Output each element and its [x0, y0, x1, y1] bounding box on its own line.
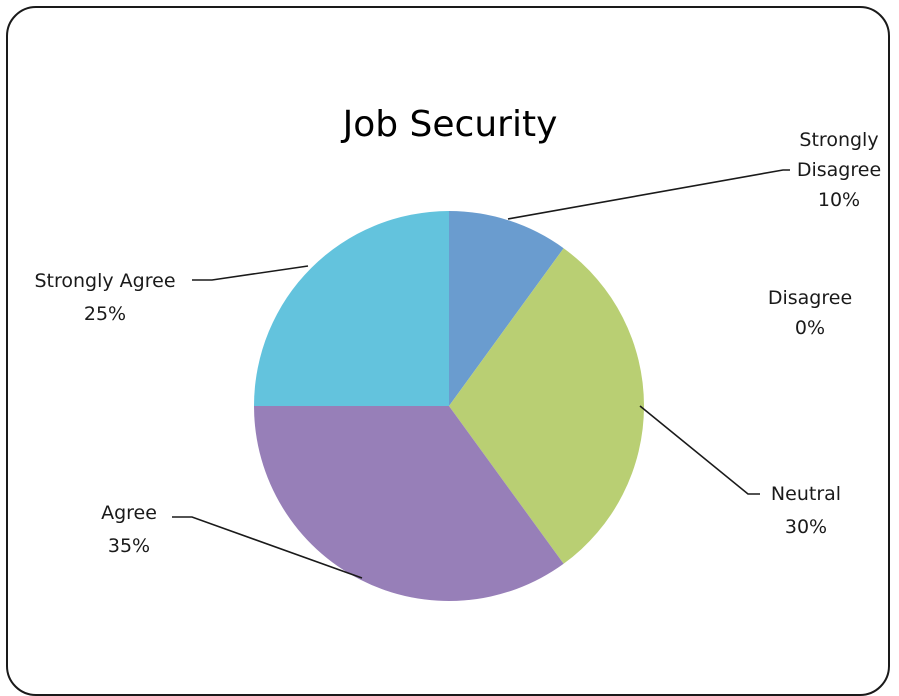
- pie-slices: [254, 211, 645, 602]
- slice-agree: [254, 406, 564, 602]
- leader-agree: [172, 516, 363, 579]
- leader-neutral: [639, 405, 760, 495]
- label-value: 10%: [818, 189, 860, 211]
- label-value: 25%: [84, 303, 126, 325]
- label-strongly-disagree: Strongly Disagree 10%: [797, 129, 881, 211]
- leader-lines: [172, 169, 790, 579]
- label-value: 30%: [785, 516, 827, 538]
- slice-strongly-agree: [254, 211, 449, 406]
- label-name: Neutral: [771, 483, 841, 505]
- label-agree: Agree 35%: [101, 502, 157, 557]
- label-name: Strongly Agree: [34, 270, 175, 292]
- label-name: Agree: [101, 502, 157, 524]
- label-name: Disagree: [768, 287, 852, 309]
- slice-labels: Strongly Disagree 10% Disagree 0% Neutral 30% A…: [34, 129, 881, 557]
- leader-strongly-disagree: [507, 169, 790, 220]
- slice-strongly-disagree: [449, 211, 564, 406]
- label-name: Disagree: [797, 159, 881, 181]
- label-neutral: Neutral 30%: [771, 483, 841, 538]
- label-value: 0%: [795, 317, 825, 339]
- chart-title: Job Security: [341, 104, 558, 145]
- slice-neutral: [449, 248, 645, 564]
- label-name: Strongly: [799, 129, 878, 151]
- label-strongly-agree: Strongly Agree 25%: [34, 270, 175, 325]
- label-disagree: Disagree 0%: [768, 287, 852, 339]
- leader-strongly-agree: [192, 265, 309, 281]
- label-value: 35%: [108, 535, 150, 557]
